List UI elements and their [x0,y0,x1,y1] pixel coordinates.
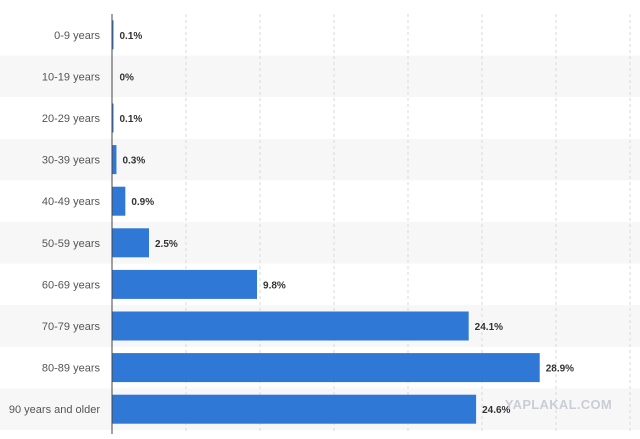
bar [112,186,126,216]
category-label: 0-9 years [54,30,100,42]
bar [112,353,540,383]
value-label: 0.1% [120,31,143,42]
bar [112,394,477,424]
value-label: 0% [120,72,135,83]
row-band [0,138,640,181]
value-label: 2.5% [155,239,178,250]
category-label: 40-49 years [42,196,101,208]
bar [112,145,117,175]
value-label: 24.6% [482,405,510,416]
value-labels: 0.1% 0% 0.1% 0.3% 0.9% 2.5% 9.8% 24.1% 28.9% 24.6… [120,31,575,416]
row-band [0,55,640,98]
bar [112,228,149,258]
value-label: 0.3% [122,156,145,167]
category-label: 10-19 years [42,71,101,83]
value-label: 0.1% [120,114,143,125]
category-label: 20-29 years [42,113,101,125]
category-label: 70-79 years [42,321,101,333]
bar [112,269,258,299]
category-label: 90 years and older [9,404,100,416]
bar [112,311,469,341]
watermark-text: YAPLAKAL.COM [505,397,612,412]
category-label: 30-39 years [42,155,101,167]
bar [112,20,114,50]
category-label: 50-59 years [42,238,101,250]
bars [112,20,540,424]
bar [112,103,114,133]
value-label: 0.9% [131,197,154,208]
category-label: 80-89 years [42,363,101,375]
category-label: 60-69 years [42,279,101,291]
category-labels: 0-9 years 10-19 years 20-29 years 30-39 yea… [9,30,101,416]
row-band [0,222,640,264]
value-label: 28.9% [546,364,574,375]
value-label: 9.8% [263,280,286,291]
value-label: 24.1% [475,322,503,333]
